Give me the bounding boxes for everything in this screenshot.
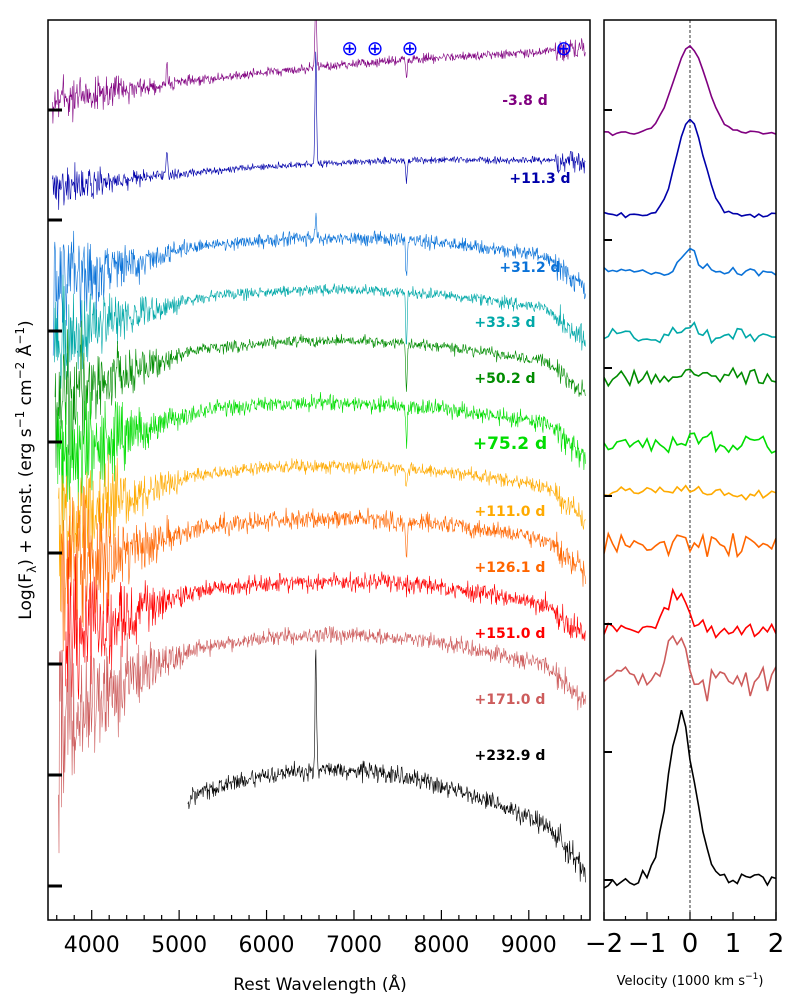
line-profile bbox=[604, 247, 776, 277]
x-tick-label: 0 bbox=[682, 929, 699, 959]
spectra-x-axis-label: Rest Wavelength (Å) bbox=[233, 973, 407, 995]
line-profile bbox=[604, 634, 776, 702]
x-tick-label: 8000 bbox=[413, 933, 469, 958]
spectrum-line bbox=[60, 485, 586, 652]
line-profile bbox=[604, 709, 776, 889]
spectrum-line bbox=[52, 212, 586, 356]
epoch-label: +31.2 d bbox=[499, 260, 560, 276]
velocity-x-axis-label: Velocity (1000 km s−1) bbox=[617, 972, 764, 989]
spectrum-line bbox=[52, 51, 586, 210]
line-profile-panel: −2 −1 0 1 2 Velocity (1000 km s−1) bbox=[585, 19, 785, 989]
epoch-label: +50.2 d bbox=[474, 371, 535, 387]
line-profile bbox=[604, 321, 776, 345]
epoch-label: +75.2 d bbox=[473, 434, 547, 454]
x-tick-label: 4000 bbox=[64, 933, 120, 958]
x-tick-label: 9000 bbox=[501, 933, 557, 958]
telluric-marker: ⊕ bbox=[555, 36, 572, 60]
spectra-y-axis-label: Log(Fλ) + const. (erg s−1 cm−2 Å−1) bbox=[13, 320, 39, 619]
line-profile bbox=[604, 484, 776, 501]
spectra-panel-frame bbox=[47, 19, 591, 921]
spectrum-line bbox=[54, 320, 586, 468]
spectrum-line bbox=[58, 454, 586, 611]
x-tick-label: −2 bbox=[585, 929, 623, 959]
line-profile bbox=[604, 118, 776, 219]
line-profile bbox=[604, 531, 776, 559]
line-profile bbox=[604, 430, 776, 454]
spectrum-line bbox=[56, 391, 586, 531]
epoch-label: -3.8 d bbox=[502, 93, 548, 109]
epoch-label: +33.3 d bbox=[474, 315, 535, 331]
line-profile bbox=[604, 44, 776, 137]
x-tick-label: 5000 bbox=[151, 933, 207, 958]
x-tick-label: 7000 bbox=[326, 933, 382, 958]
spectrum-line bbox=[52, 20, 586, 124]
epoch-label: +126.1 d bbox=[475, 560, 546, 576]
x-tick-label: −1 bbox=[628, 929, 666, 959]
spectrum-line bbox=[187, 649, 586, 883]
x-tick-label: 6000 bbox=[239, 933, 295, 958]
epoch-label: +11.3 d bbox=[509, 171, 570, 187]
spectrum-line bbox=[65, 540, 586, 700]
spectrum-line bbox=[58, 626, 586, 854]
epoch-label: +151.0 d bbox=[475, 626, 546, 642]
epoch-label: +171.0 d bbox=[475, 692, 546, 708]
spectra-panel: ⊕ ⊕ ⊕ ⊕ -3.8 d +11.3 d +31.2 d +33.3 d +50.2 d +… bbox=[13, 19, 591, 995]
epoch-label: +232.9 d bbox=[475, 748, 546, 764]
spectrum-line bbox=[53, 274, 586, 389]
telluric-marker: ⊕ bbox=[367, 36, 384, 60]
epoch-label: +111.0 d bbox=[475, 504, 546, 520]
line-profile bbox=[604, 366, 776, 388]
line-profile bbox=[604, 587, 776, 639]
x-tick-label: 1 bbox=[725, 929, 742, 959]
telluric-marker: ⊕ bbox=[402, 36, 419, 60]
telluric-marker: ⊕ bbox=[341, 36, 358, 60]
x-tick-label: 2 bbox=[768, 929, 785, 959]
